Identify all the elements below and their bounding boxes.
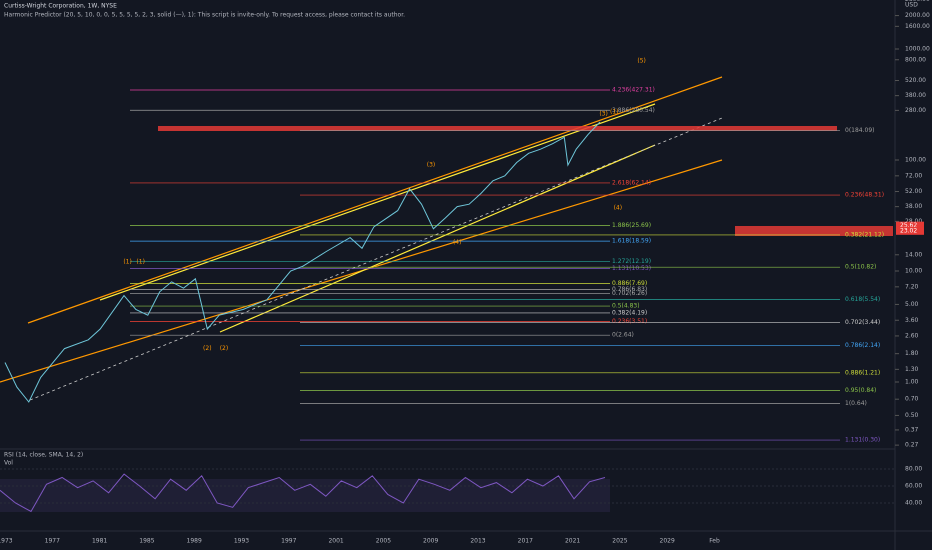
- price-tick-label: 520.00: [905, 77, 926, 84]
- wave-label: (3): [427, 162, 436, 169]
- fib-label: 0(2.64): [612, 332, 634, 339]
- zone-tag: [896, 221, 924, 230]
- time-label: 1989: [187, 538, 202, 545]
- fib-label: 0.886(1.21): [845, 369, 880, 376]
- fib-label: 0.95(0.84): [845, 387, 876, 394]
- price-tick-label: 2.60: [905, 332, 919, 339]
- fib-label: 1.618(18.59): [612, 238, 651, 245]
- time-label: 2017: [518, 538, 533, 545]
- supply-zone: [158, 126, 837, 131]
- time-label: 1993: [234, 538, 249, 545]
- rsi-line: [0, 473, 606, 513]
- price-tick-label: 7.20: [905, 283, 919, 290]
- price-tick-label: 0.70: [905, 396, 919, 403]
- price-tick-label: 1600.00: [905, 23, 930, 30]
- time-label: 2029: [660, 538, 675, 545]
- fib-label: 0.236(3.51): [612, 318, 647, 325]
- price-tick-label: 38.00: [905, 203, 922, 210]
- fib-label: 0.702(3.44): [845, 319, 880, 326]
- fib-label: 1.886(25.69): [612, 222, 651, 229]
- zone-tag: [896, 226, 924, 235]
- fib-label: 2.618(62.14): [612, 179, 651, 186]
- time-label: 1973: [0, 538, 13, 545]
- fib-label: 0.886(7.69): [612, 280, 647, 287]
- fib-label: 4.236(427.31): [612, 86, 655, 93]
- rsi-tick-label: 60.00: [905, 483, 922, 490]
- wave-label: (4): [614, 204, 623, 211]
- rsi-title: RSI (14, close, SMA, 14, 2): [4, 452, 83, 459]
- price-tick-label: 1.30: [905, 366, 919, 373]
- price-tick-label: 1000.00: [905, 46, 930, 53]
- price-tick-label: 0.50: [905, 412, 919, 419]
- price-tick-label: 380.00: [905, 92, 926, 99]
- vol-title: Vol: [4, 460, 13, 467]
- price-tick-label: 0.27: [905, 442, 919, 449]
- fib-label: 0.5(10.82): [845, 264, 876, 271]
- time-label: 2013: [470, 538, 485, 545]
- price-tick-label: 5.00: [905, 301, 919, 308]
- price-tick-label: 280.00: [905, 107, 926, 114]
- wave-label: (2): [220, 345, 229, 352]
- fib-label: 3.886(280.54): [612, 107, 655, 114]
- price-tick-label: 0.37: [905, 426, 919, 433]
- rsi-tick-label: 80.00: [905, 466, 922, 473]
- time-label: 2009: [423, 538, 438, 545]
- fib-label: 0.786(6.83): [612, 286, 647, 293]
- time-label: Feb: [709, 538, 720, 545]
- wave-label: (4): [453, 239, 462, 246]
- fib-label: 1.131(0.30): [845, 437, 880, 444]
- price-tick-label: 10.00: [905, 268, 922, 275]
- price-tick-label: 2000.00: [905, 12, 930, 19]
- wave-label: (2): [203, 345, 212, 352]
- price-line: [4, 121, 601, 403]
- price-tick-label: 72.00: [905, 172, 922, 179]
- time-label: 1997: [281, 538, 296, 545]
- price-tick-label: 2800.00: [905, 0, 930, 3]
- fib-label: 0.702(6.26): [612, 290, 647, 297]
- fib-label: 1.272(12.19): [612, 258, 651, 265]
- price-tick-label: 1.80: [905, 350, 919, 357]
- price-tick-label: 100.00: [905, 157, 926, 164]
- fib-label: 1.131(10.53): [612, 265, 651, 272]
- fib-label: 0(184.09): [845, 127, 875, 134]
- time-label: 1981: [92, 538, 107, 545]
- time-label: 2005: [376, 538, 391, 545]
- fib-label: 0.236(48.31): [845, 192, 884, 199]
- currency: USD: [905, 2, 918, 9]
- price-tick-label: 28.00: [905, 218, 922, 225]
- wave-label: (1): [610, 109, 619, 116]
- channel: [0, 76, 723, 401]
- zone-tag-label: 23.02: [900, 227, 917, 234]
- fib-label: 0.5(4.83): [612, 303, 640, 310]
- time-label: 1985: [139, 538, 154, 545]
- fib-label: 0.618(5.54): [845, 296, 880, 303]
- indicator: Harmonic Predictor (20, 5, 10, 0, 0, 5, …: [4, 12, 405, 19]
- time-label: 2021: [565, 538, 580, 545]
- price-tick-label: 1.00: [905, 379, 919, 386]
- price-tick-label: 14.00: [905, 251, 922, 258]
- demand-zone: [735, 226, 893, 236]
- zone-tag-label: 25.62: [900, 222, 917, 229]
- title: Curtiss-Wright Corporation, 1W, NYSE: [4, 3, 117, 10]
- fib-label: 1(0.64): [845, 400, 867, 407]
- wave-label: (1): [136, 259, 145, 266]
- rsi-tick-label: 40.00: [905, 500, 922, 507]
- price-tick-label: 3.60: [905, 317, 919, 324]
- price-tick-label: 800.00: [905, 56, 926, 63]
- fib-label: 0.382(4.19): [612, 309, 647, 316]
- time-label: 2001: [328, 538, 343, 545]
- fib-label: 0.786(2.14): [845, 342, 880, 349]
- time-label: 1977: [45, 538, 60, 545]
- wave-label: (5): [637, 57, 646, 64]
- fib-label: 0.382(21.12): [845, 231, 884, 238]
- time-label: 2025: [612, 538, 627, 545]
- price-tick-label: 52.00: [905, 188, 922, 195]
- rsi-band: [0, 479, 610, 512]
- wave-label: (1): [123, 259, 132, 266]
- wave-label: (3): [599, 110, 608, 117]
